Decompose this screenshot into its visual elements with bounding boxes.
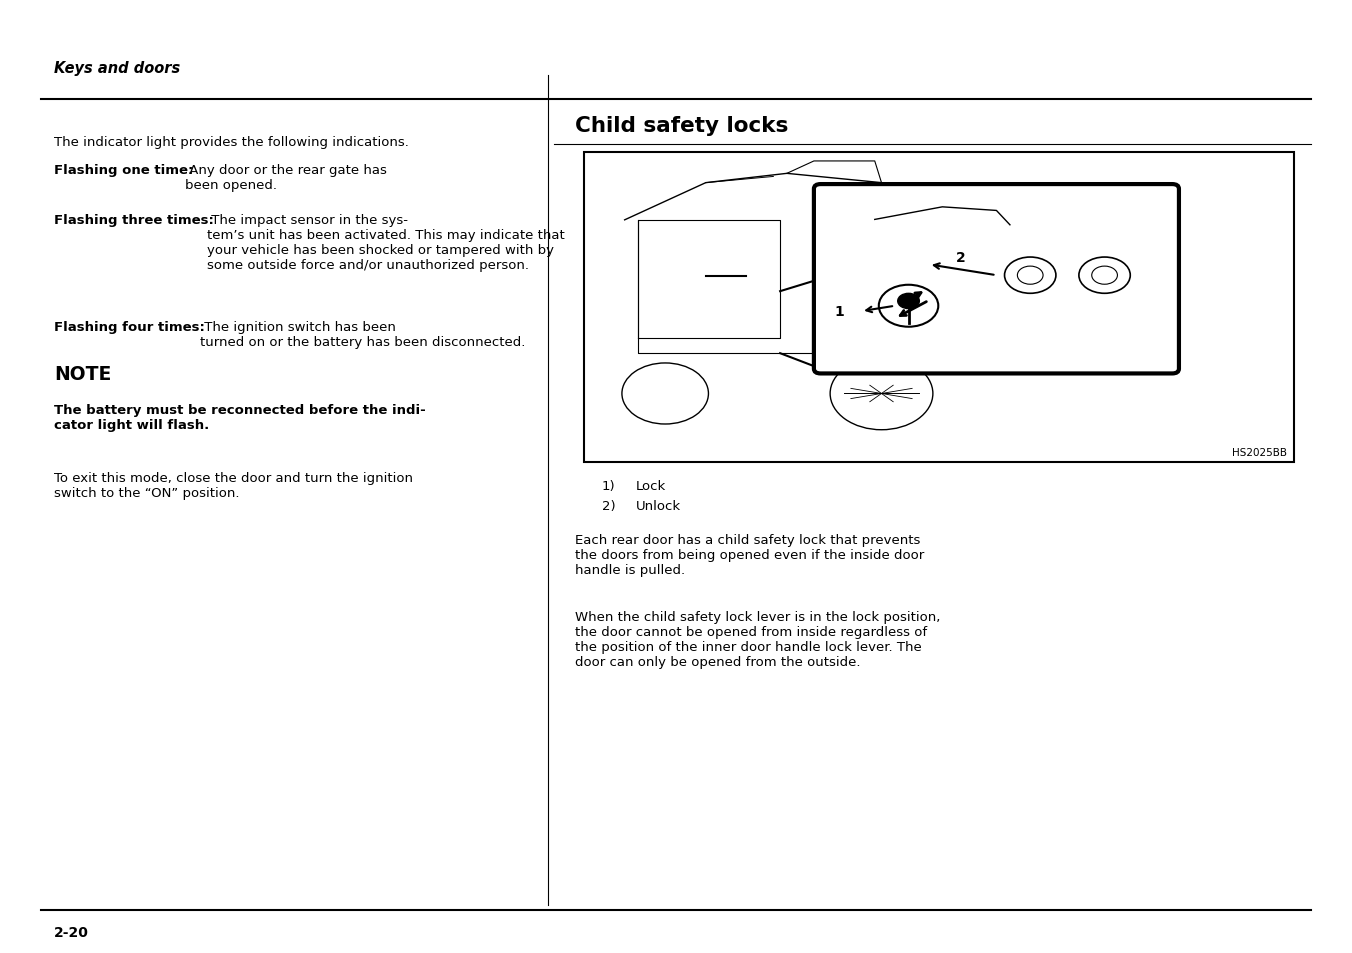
Text: Unlock: Unlock — [635, 499, 680, 513]
Text: The indicator light provides the following indications.: The indicator light provides the followi… — [54, 136, 408, 150]
Text: HS2025BB: HS2025BB — [1232, 448, 1287, 457]
Text: 2-20: 2-20 — [54, 924, 89, 939]
Circle shape — [898, 294, 919, 310]
Circle shape — [622, 363, 708, 425]
Text: Any door or the rear gate has
been opened.: Any door or the rear gate has been opene… — [185, 164, 388, 192]
Text: Keys and doors: Keys and doors — [54, 61, 180, 76]
Circle shape — [1092, 267, 1117, 285]
Text: Flashing three times:: Flashing three times: — [54, 213, 214, 227]
Text: To exit this mode, close the door and turn the ignition
switch to the “ON” posit: To exit this mode, close the door and tu… — [54, 472, 414, 499]
Circle shape — [1005, 257, 1056, 294]
Text: When the child safety lock lever is in the lock position,
the door cannot be ope: When the child safety lock lever is in t… — [575, 610, 940, 668]
Circle shape — [830, 358, 933, 431]
Circle shape — [1017, 267, 1044, 285]
Text: The impact sensor in the sys-
tem’s unit has been activated. This may indicate t: The impact sensor in the sys- tem’s unit… — [207, 213, 565, 272]
Circle shape — [879, 286, 938, 328]
FancyBboxPatch shape — [584, 152, 1294, 462]
Text: Flashing four times:: Flashing four times: — [54, 320, 206, 334]
Text: NOTE: NOTE — [54, 365, 111, 384]
Text: 1): 1) — [602, 479, 615, 493]
Text: Each rear door has a child safety lock that prevents
the doors from being opened: Each rear door has a child safety lock t… — [575, 534, 923, 577]
Text: Child safety locks: Child safety locks — [575, 116, 788, 136]
Text: The battery must be reconnected before the indi-
cator light will flash.: The battery must be reconnected before t… — [54, 404, 426, 432]
Text: Lock: Lock — [635, 479, 665, 493]
Circle shape — [1079, 257, 1130, 294]
Text: 1: 1 — [834, 305, 844, 319]
FancyBboxPatch shape — [814, 185, 1179, 375]
Text: The ignition switch has been
turned on or the battery has been disconnected.: The ignition switch has been turned on o… — [200, 320, 526, 348]
Text: 2: 2 — [956, 251, 965, 265]
Text: Flashing one time:: Flashing one time: — [54, 164, 193, 177]
Text: 2): 2) — [602, 499, 615, 513]
